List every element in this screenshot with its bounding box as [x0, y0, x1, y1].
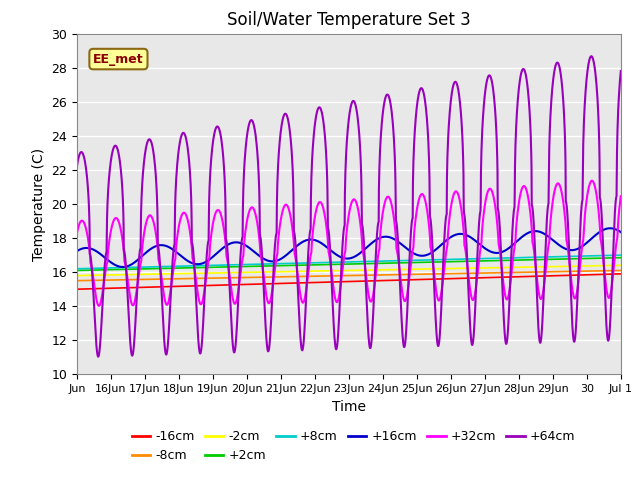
Line: +64cm: +64cm [77, 56, 621, 357]
-8cm [513, 270, 520, 276]
+32cm [73, 231, 81, 237]
-8cm [244, 275, 252, 280]
-2cm [609, 263, 617, 268]
+32cm [588, 178, 596, 183]
+2cm [127, 266, 135, 272]
-2cm [617, 263, 625, 268]
+16cm [610, 226, 618, 231]
+2cm [617, 255, 625, 261]
+64cm [617, 68, 625, 74]
+16cm [606, 226, 614, 231]
+16cm [245, 245, 253, 251]
-16cm [513, 274, 520, 280]
+2cm [381, 260, 389, 266]
-8cm [73, 278, 81, 284]
+8cm [381, 258, 389, 264]
-2cm [543, 264, 551, 270]
+64cm [513, 115, 520, 120]
-8cm [609, 268, 617, 274]
+8cm [617, 252, 625, 258]
+64cm [245, 122, 253, 128]
-16cm [381, 277, 389, 283]
Legend: -16cm, -8cm, -2cm, +2cm, +8cm, +16cm, +32cm, +64cm: -16cm, -8cm, -2cm, +2cm, +8cm, +16cm, +3… [127, 425, 580, 467]
-2cm [127, 272, 135, 277]
+16cm [543, 233, 551, 239]
+64cm [543, 210, 551, 216]
Line: -8cm: -8cm [77, 270, 621, 281]
+16cm [127, 262, 135, 267]
-2cm [73, 273, 81, 278]
-16cm [244, 281, 252, 287]
Line: -16cm: -16cm [77, 274, 621, 289]
+8cm [609, 252, 617, 258]
+32cm [513, 219, 520, 225]
+64cm [588, 53, 595, 59]
Y-axis label: Temperature (C): Temperature (C) [31, 147, 45, 261]
+16cm [513, 239, 520, 244]
-16cm [543, 273, 551, 279]
-2cm [244, 269, 252, 275]
-16cm [609, 271, 617, 277]
+8cm [513, 255, 520, 261]
+64cm [95, 354, 102, 360]
+16cm [381, 234, 389, 240]
-8cm [381, 272, 389, 278]
+32cm [617, 193, 625, 199]
+2cm [73, 267, 81, 273]
+8cm [543, 254, 551, 260]
+32cm [127, 300, 135, 306]
-16cm [73, 286, 81, 292]
Line: +2cm: +2cm [77, 258, 621, 270]
-8cm [617, 267, 625, 273]
+2cm [609, 255, 617, 261]
-2cm [513, 264, 520, 270]
+64cm [73, 164, 81, 170]
-8cm [543, 269, 551, 275]
+2cm [244, 264, 252, 269]
+16cm [119, 264, 127, 270]
+2cm [513, 257, 520, 263]
-16cm [127, 285, 135, 290]
+8cm [244, 262, 252, 267]
+16cm [617, 229, 625, 235]
+8cm [127, 264, 135, 270]
+32cm [95, 303, 103, 309]
+16cm [73, 248, 81, 254]
+32cm [543, 252, 551, 257]
+32cm [610, 268, 618, 274]
X-axis label: Time: Time [332, 400, 366, 414]
-8cm [127, 277, 135, 283]
+8cm [73, 266, 81, 272]
Text: EE_met: EE_met [93, 53, 144, 66]
Line: -2cm: -2cm [77, 265, 621, 276]
+32cm [245, 210, 253, 216]
Title: Soil/Water Temperature Set 3: Soil/Water Temperature Set 3 [227, 11, 470, 29]
-16cm [617, 271, 625, 277]
+64cm [381, 95, 389, 100]
Line: +32cm: +32cm [77, 180, 621, 306]
-2cm [381, 267, 389, 273]
+64cm [610, 240, 618, 245]
+64cm [127, 350, 135, 356]
+32cm [381, 197, 389, 203]
Line: +8cm: +8cm [77, 255, 621, 269]
Line: +16cm: +16cm [77, 228, 621, 267]
+2cm [543, 256, 551, 262]
